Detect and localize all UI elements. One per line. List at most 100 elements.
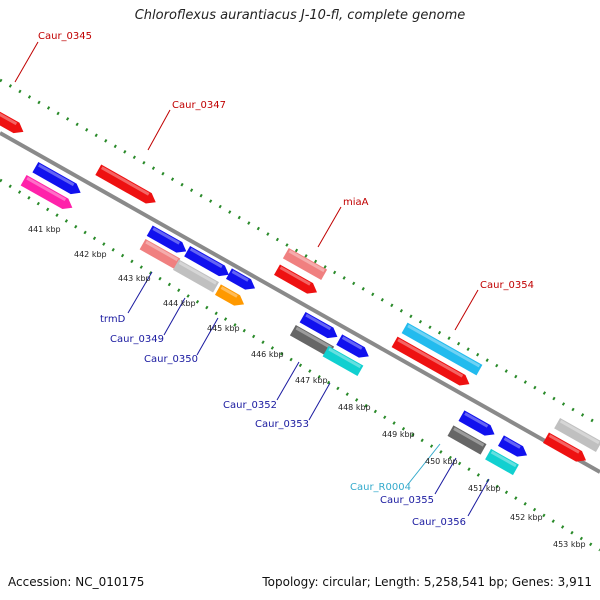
feature-pink-a[interactable] [139, 238, 181, 270]
pointer-caur-0353 [308, 382, 331, 421]
feature-cyan-b-highlight [490, 450, 517, 468]
feature-red-caur-0354-shape [391, 336, 470, 386]
kbp-label: 450 kbp [425, 457, 458, 466]
label-caur-0345[interactable]: Caur_0345 [38, 31, 92, 42]
feature-blue-e[interactable] [299, 311, 341, 342]
feature-gray-b[interactable] [554, 417, 600, 453]
feature-red-b-shape [543, 432, 587, 462]
kbp-label: 444 kbp [163, 299, 196, 308]
feature-pink-a-highlight [145, 240, 179, 262]
feature-caur-0345[interactable] [0, 106, 26, 137]
feature-red-b[interactable] [543, 432, 589, 465]
feature-cyan-a[interactable] [322, 345, 364, 377]
feature-cyan-b-shape [485, 448, 519, 476]
feature-blue-e-highlight [305, 313, 332, 331]
label-caur-0353[interactable]: Caur_0353 [255, 419, 309, 430]
feature-blue-a-highlight [38, 163, 75, 187]
kbp-label: 446 kbp [251, 350, 284, 359]
feature-blue-b[interactable] [146, 225, 189, 256]
label-caur-0356[interactable]: Caur_0356 [412, 517, 466, 528]
label-caur-0347[interactable]: Caur_0347 [172, 100, 226, 111]
label-trmd[interactable]: trmD [100, 314, 126, 325]
feature-sky-shape [401, 322, 483, 376]
pointer-caur-0356 [467, 478, 490, 517]
feature-blue-g-shape [458, 410, 495, 436]
feature-magenta[interactable] [20, 175, 76, 213]
feature-caur-0345-shape [0, 106, 24, 134]
feature-pink-miaa-shape [282, 247, 328, 281]
feature-darkgray-a[interactable] [289, 324, 335, 358]
feature-caur-0345-highlight [0, 108, 18, 126]
feature-blue-d[interactable] [225, 268, 258, 293]
feature-blue-h[interactable] [497, 435, 530, 460]
label-caur-0349[interactable]: Caur_0349 [110, 334, 164, 345]
feature-caur-0347-shape [95, 164, 156, 204]
feature-blue-b-highlight [152, 227, 181, 245]
feature-blue-c[interactable] [184, 245, 232, 280]
feature-blue-h-shape [497, 435, 528, 457]
pointer-caur-0352 [276, 361, 300, 401]
feature-cyan-a-shape [322, 345, 364, 377]
kbp-label: 451 kbp [468, 484, 501, 493]
feature-blue-a-shape [32, 161, 81, 195]
feature-gray-b-highlight [559, 419, 600, 445]
pointer-caur-r0004 [408, 443, 441, 484]
feature-darkgray-b[interactable] [447, 425, 487, 455]
feature-gray-b-shape [554, 417, 600, 453]
feature-pink-miaa[interactable] [282, 247, 328, 281]
features-layer [0, 106, 600, 476]
feature-blue-g[interactable] [458, 410, 498, 439]
pointer-caur-0350 [196, 317, 219, 356]
feature-darkgray-a-highlight [295, 326, 332, 350]
feature-red-caur-0354[interactable] [391, 336, 473, 390]
pointer-miaa [317, 206, 342, 248]
label-caur-0354[interactable]: Caur_0354 [480, 280, 534, 291]
kbp-label: 449 kbp [382, 430, 415, 439]
feature-caur-0347-highlight [100, 166, 150, 196]
feature-sky[interactable] [401, 322, 483, 376]
feature-orange-shape [214, 284, 245, 306]
feature-red-miaa-highlight [279, 266, 311, 286]
pointer-trmd [127, 271, 153, 314]
feature-cyan-b[interactable] [485, 448, 519, 476]
pointer-caur-0349 [163, 297, 186, 336]
kbp-label: 441 kbp [28, 225, 61, 234]
feature-pink-a-shape [139, 238, 181, 270]
genome-backbone [0, 131, 600, 474]
feature-blue-d-shape [225, 268, 256, 290]
kbp-label: 453 kbp [553, 540, 586, 549]
kbp-label: 447 kbp [295, 376, 328, 385]
feature-blue-c-highlight [189, 247, 223, 269]
pointer-caur-0345 [14, 41, 39, 83]
kbp-label: 442 kbp [74, 250, 107, 259]
feature-red-b-highlight [548, 434, 580, 454]
label-caur-r0004[interactable]: Caur_R0004 [350, 482, 411, 493]
pointer-caur-0347 [147, 109, 171, 151]
feature-darkgray-b-highlight [453, 427, 485, 447]
feature-blue-f[interactable] [336, 334, 372, 361]
feature-blue-e-shape [299, 311, 338, 339]
label-caur-0350[interactable]: Caur_0350 [144, 354, 198, 365]
topology-text: Topology: circular; Length: 5,258,541 bp… [262, 575, 592, 589]
feature-red-miaa[interactable] [274, 264, 320, 297]
feature-blue-a[interactable] [32, 161, 83, 198]
label-caur-0355[interactable]: Caur_0355 [380, 495, 434, 506]
feature-magenta-shape [20, 175, 73, 210]
feature-caur-0347[interactable] [95, 164, 158, 208]
feature-cyan-a-highlight [328, 347, 362, 369]
pointer-lines [14, 41, 490, 517]
label-miaa[interactable]: miaA [343, 197, 369, 208]
pointer-caur-0355 [434, 457, 457, 495]
feature-gray-a[interactable] [173, 259, 219, 293]
feature-magenta-highlight [26, 176, 67, 202]
feature-orange[interactable] [214, 284, 247, 309]
feature-red-caur-0354-highlight [397, 338, 464, 378]
feature-red-miaa-shape [274, 264, 318, 294]
kbp-label: 452 kbp [510, 513, 543, 522]
feature-darkgray-b-shape [447, 425, 487, 455]
label-caur-0352[interactable]: Caur_0352 [223, 400, 277, 411]
feature-blue-h-highlight [503, 437, 521, 449]
map-title: Chloroflexus aurantiacus J-10-fl, comple… [134, 8, 466, 23]
feature-orange-highlight [220, 286, 238, 298]
